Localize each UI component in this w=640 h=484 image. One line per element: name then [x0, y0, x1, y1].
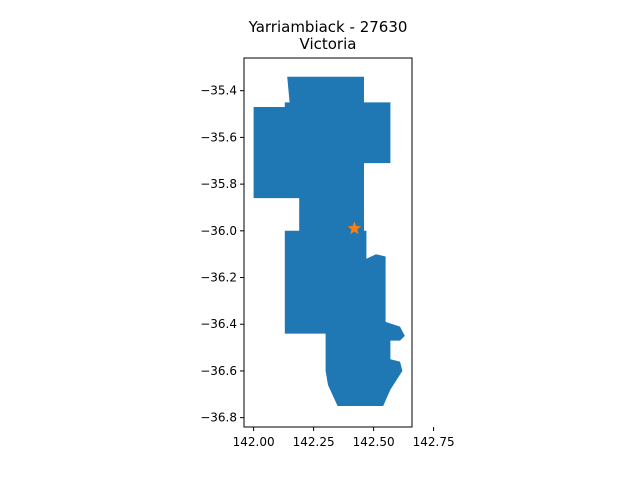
- x-tick-label: 142.75: [413, 435, 455, 449]
- centroid-star-marker: [347, 221, 362, 235]
- y-tick-label: −36.8: [200, 411, 237, 425]
- y-tick-label: −36.0: [200, 224, 237, 238]
- y-tick-label: −36.4: [200, 317, 237, 331]
- y-tick-label: −35.8: [200, 177, 237, 191]
- map-layer: [253, 76, 405, 406]
- y-tick-label: −36.2: [200, 271, 237, 285]
- y-tick-label: −35.4: [200, 84, 237, 98]
- y-tick-label: −36.6: [200, 364, 237, 378]
- x-tick-label: 142.25: [293, 435, 335, 449]
- axes-layer: 142.00 142.25 142.50 142.75 −35.4 −35.6 −35.8 −…: [200, 57, 455, 449]
- x-tick-label: 142.50: [353, 435, 395, 449]
- region-polygon: [253, 76, 405, 406]
- x-tick-label: 142.00: [233, 435, 275, 449]
- axes-frame: [243, 57, 413, 428]
- title-line-1: Yarriambiack - 27630: [248, 18, 408, 36]
- marker-layer: [347, 221, 362, 235]
- title-line-2: Victoria: [300, 35, 357, 53]
- y-tick-label: −35.6: [200, 130, 237, 144]
